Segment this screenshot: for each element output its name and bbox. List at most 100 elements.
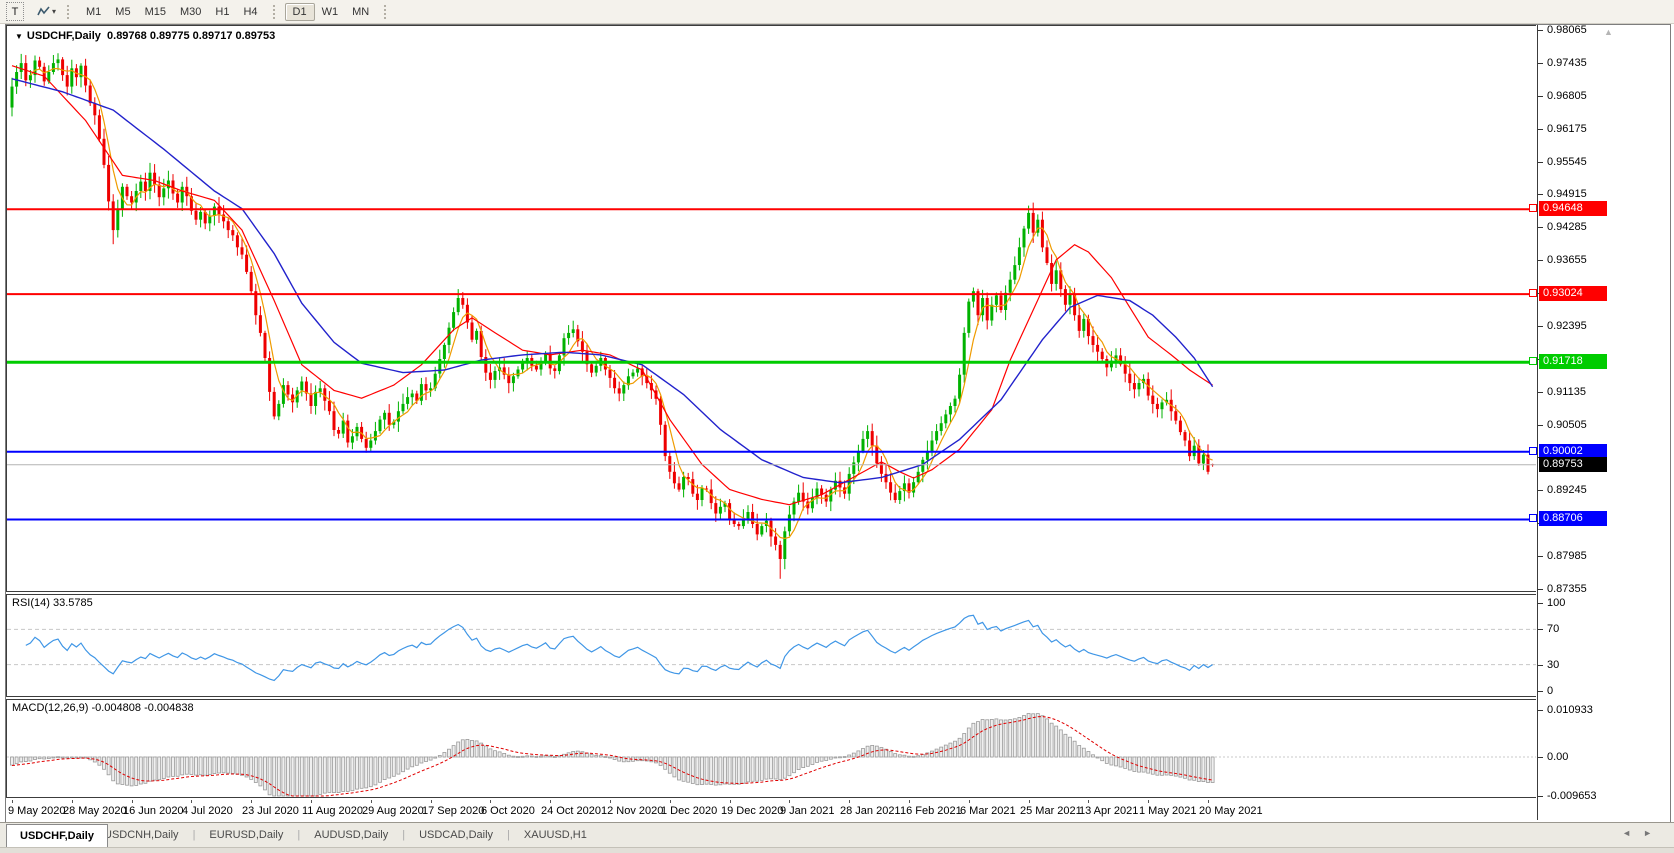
price-chart-panel[interactable]: ▼ USDCHF,Daily 0.89768 0.89775 0.89717 0.… <box>6 25 1536 592</box>
timeframe-button-mn[interactable]: MN <box>352 5 370 18</box>
macd-tick-label: -0.009653 <box>1547 790 1597 802</box>
time-tick-label: 23 Jul 2020 <box>242 805 299 817</box>
time-tick-mark <box>12 800 13 803</box>
time-tick-mark <box>550 800 551 803</box>
time-tick-label: 6 Oct 2020 <box>481 805 535 817</box>
price-tick-label: 0.94915 <box>1547 188 1587 200</box>
timeframe-button-m30[interactable]: M30 <box>179 5 202 18</box>
toolbar-grip <box>67 4 71 19</box>
candlestick-plot[interactable] <box>7 26 1536 591</box>
rsi-tick-mark <box>1538 629 1543 630</box>
rsi-tick-mark <box>1538 665 1543 666</box>
time-tick-mark <box>610 800 611 803</box>
time-tick-label: 16 Feb 2021 <box>900 805 962 817</box>
macd-label: MACD(12,26,9) -0.004808 -0.004838 <box>12 702 194 714</box>
time-tick-label: 4 Jul 2020 <box>182 805 233 817</box>
indicators-button[interactable]: ▾ <box>34 3 59 20</box>
time-tick-label: 1 Dec 2020 <box>661 805 718 817</box>
tab-scroll-left-icon[interactable]: ◄ <box>1622 828 1644 838</box>
tab-usdcad-daily[interactable]: USDCAD,Daily <box>419 829 494 841</box>
price-tick-label: 0.97435 <box>1547 57 1587 69</box>
timeframe-button-m1[interactable]: M1 <box>86 5 102 18</box>
macd-tick-mark <box>1538 710 1543 711</box>
macd-tick-label: 0.00 <box>1547 751 1569 763</box>
time-tick-mark <box>789 800 790 803</box>
scroll-up-icon[interactable]: ▲ <box>1604 27 1613 37</box>
chevron-down-icon: ▾ <box>52 7 57 16</box>
time-tick-mark <box>311 800 312 803</box>
tab-eurusd-daily[interactable]: EURUSD,Daily <box>209 829 284 841</box>
time-tick-label: 29 Aug 2020 <box>362 805 424 817</box>
tab-separator: | <box>402 829 406 841</box>
hline-axis-marker <box>1529 204 1537 212</box>
macd-tick-mark <box>1538 796 1543 797</box>
rsi-tick-label: 100 <box>1547 597 1566 609</box>
price-tick-mark <box>1538 96 1543 97</box>
price-tick-label: 0.91135 <box>1547 386 1586 398</box>
rsi-tick-label: 0 <box>1547 685 1554 697</box>
rsi-plot[interactable] <box>7 595 1536 696</box>
time-tick-mark <box>1208 800 1209 803</box>
chart-title[interactable]: ▼ USDCHF,Daily 0.89768 0.89775 0.89717 0.… <box>15 30 275 42</box>
symbol-period-label: USDCHF,Daily <box>26 30 101 42</box>
tab-usdcnh-daily[interactable]: USDCNH,Daily <box>104 829 179 841</box>
timeframe-button-d1[interactable]: D1 <box>284 2 315 21</box>
hline-axis-marker <box>1529 357 1537 365</box>
time-tick-mark <box>72 800 73 803</box>
timeframe-button-w1[interactable]: W1 <box>321 5 339 18</box>
timeframe-button-m15[interactable]: M15 <box>144 5 166 18</box>
timeframe-button-h1[interactable]: H1 <box>215 5 230 18</box>
macd-tick-mark <box>1538 757 1543 758</box>
rsi-panel[interactable]: RSI(14) 33.5785 <box>6 594 1536 697</box>
price-tick-mark <box>1538 392 1543 393</box>
ohlc-low: 0.89717 <box>192 30 233 42</box>
time-tick-mark <box>490 800 491 803</box>
price-tick-label: 0.89245 <box>1547 484 1587 496</box>
tab-separator: | <box>192 829 196 841</box>
tab-scroll-right-icon[interactable]: ► <box>1643 828 1664 838</box>
price-tick-label: 0.93655 <box>1547 254 1587 266</box>
ohlc-high: 0.89775 <box>149 30 190 42</box>
time-tick-mark <box>730 800 731 803</box>
time-tick-label: 13 Apr 2021 <box>1079 805 1139 817</box>
tab-separator: | <box>297 829 301 841</box>
time-tick-label: 1 May 2021 <box>1139 805 1197 817</box>
hline-price-label: 0.90002 <box>1539 444 1607 459</box>
chart-tab-bar: ◄► USDCHF,Daily USDCNH,Daily | EURUSD,Daily… <box>0 822 1674 847</box>
macd-panel[interactable]: MACD(12,26,9) -0.004808 -0.004838 <box>6 699 1536 798</box>
time-tick-label: 24 Oct 2020 <box>541 805 601 817</box>
hline-price-label: 0.91718 <box>1539 354 1607 369</box>
toolbar-separator <box>384 4 388 19</box>
tab-xauusd-h1[interactable]: XAUUSD,H1 <box>523 829 587 841</box>
tab-usdchf-daily[interactable]: USDCHF,Daily <box>6 824 108 847</box>
hline-price-label: 0.88706 <box>1539 511 1607 526</box>
price-tick-label: 0.96805 <box>1547 90 1587 102</box>
time-tick-label: 9 May 2020 <box>8 805 66 817</box>
price-tick-mark <box>1538 326 1543 327</box>
price-tick-mark <box>1538 30 1543 31</box>
current-price-label: 0.89753 <box>1539 457 1607 472</box>
text-tool-button[interactable]: T <box>6 2 24 21</box>
price-axis-border <box>1537 25 1538 820</box>
time-tick-label: 16 Jun 2020 <box>123 805 184 817</box>
price-tick-label: 0.98065 <box>1547 24 1587 36</box>
tab-audusd-daily[interactable]: AUDUSD,Daily <box>314 829 389 841</box>
hline-axis-marker <box>1529 289 1537 297</box>
time-tick-mark <box>849 800 850 803</box>
macd-tick-label: 0.010933 <box>1547 704 1593 716</box>
rsi-label: RSI(14) 33.5785 <box>12 597 93 609</box>
rsi-tick-mark <box>1538 691 1543 692</box>
time-tick-label: 25 Mar 2021 <box>1020 805 1082 817</box>
timeframe-button-m5[interactable]: M5 <box>115 5 131 18</box>
price-tick-label: 0.87355 <box>1547 583 1587 595</box>
macd-plot[interactable] <box>7 700 1536 797</box>
price-tick-mark <box>1538 556 1543 557</box>
tab-scroll-arrows[interactable]: ◄► <box>1622 828 1664 838</box>
timeframe-button-h4[interactable]: H4 <box>243 5 258 18</box>
price-tick-label: 0.95545 <box>1547 156 1587 168</box>
time-axis[interactable]: 9 May 2020 28 May 2020 16 Jun 2020 4 Jul 20… <box>6 800 1536 820</box>
toolbar-separator <box>272 4 277 19</box>
time-tick-mark <box>1029 800 1030 803</box>
price-tick-mark <box>1538 129 1543 130</box>
